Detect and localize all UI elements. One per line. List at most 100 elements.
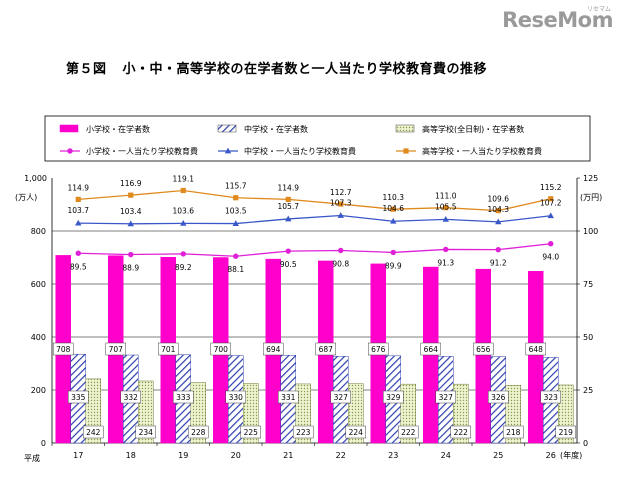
legend-label-high_students: 高等学校(全日制)・在学者数 [422,124,524,134]
line-label-high_cost: 110.3 [383,193,405,202]
right-axis-unit: (万円) [580,193,602,202]
legend-label-elementary_students: 小学校・在学者数 [86,124,150,134]
legend-label-high_cost: 高等学校・一人当たり学校教育費 [422,146,542,156]
point-elementary_cost [75,250,81,256]
line-label-junior_cost: 107.2 [540,199,562,208]
line-label-high_cost: 109.6 [488,195,510,204]
line-label-junior_cost: 104.3 [488,205,510,214]
line-label-junior_cost: 103.6 [173,206,195,215]
bar-value-high_students: 242 [86,428,101,437]
point-junior_cost [180,219,187,226]
line-label-elementary_cost: 90.5 [280,260,297,269]
point-junior_cost [127,220,134,227]
left-tick-label: 1,000 [24,174,47,183]
line-label-junior_cost: 103.7 [68,206,90,215]
right-tick-label: 75 [583,280,593,289]
line-label-high_cost: 114.9 [68,183,90,192]
bar-value-junior_students: 333 [176,393,191,402]
line-label-junior_cost: 103.5 [225,207,247,216]
x-tick-label: 20 [231,451,241,460]
bar-value-elementary_students: 656 [476,345,491,354]
bar-value-junior_students: 323 [544,393,559,402]
point-junior_cost [495,218,502,225]
line-elementary_cost [78,243,551,257]
bar-value-box [68,390,89,404]
bar-value-high_students: 222 [454,428,469,437]
x-tick-label: 26 [546,451,556,460]
bar-value-box [105,342,126,356]
point-elementary_cost [390,249,396,256]
x-unit-label: (年度) [560,450,582,460]
title-text: 小・中・高等学校の在学者数と一人当たり学校教育費の推移 [122,62,488,77]
point-elementary_cost [233,253,239,259]
resemom-logo: ReseMom [502,8,613,32]
point-elementary_cost [548,241,554,247]
x-tick-label: 23 [388,451,398,460]
legend-swatch-high_students [395,124,415,133]
bar-value-elementary_students: 648 [529,345,544,354]
left-tick-label: 800 [31,227,46,236]
bar-value-box [383,390,404,404]
line-label-junior_cost: 103.4 [120,207,142,216]
point-high_cost [548,196,554,202]
bar-value-box [210,342,231,356]
bar-value-box [368,342,389,356]
x-era-label: 平成 [24,453,40,463]
bar-value-box [225,390,246,404]
bar-value-elementary_students: 676 [371,345,386,354]
point-junior_cost [442,215,449,222]
bar-value-high_students: 222 [401,428,416,437]
point-elementary_cost [180,251,186,257]
point-junior_cost [547,212,554,219]
point-high_cost [233,195,239,201]
bar-value-elementary_students: 707 [109,345,124,354]
line-label-elementary_cost: 88.1 [227,265,244,274]
point-elementary_cost [128,251,134,258]
point-high_cost [390,206,396,212]
line-label-junior_cost: 105.7 [278,202,300,211]
bar-value-box [188,425,209,439]
point-high_cost [75,196,81,203]
point-elementary_cost [443,246,449,253]
bar-value-junior_students: 330 [229,393,244,402]
bar-value-box [488,390,509,404]
legend-swatch-junior_students [217,124,237,133]
bar-value-high_students: 234 [139,428,154,437]
line-label-elementary_cost: 89.2 [175,263,192,272]
line-label-elementary_cost: 91.2 [490,259,507,268]
line-high_cost [78,189,551,212]
bar-value-box [158,342,179,356]
bar-value-box [503,425,524,439]
line-label-high_cost: 115.7 [225,182,247,191]
legend-label-junior_cost: 中学校・一人当たり学校教育費 [244,146,356,156]
line-label-elementary_cost: 91.3 [437,258,454,267]
x-tick-label: 19 [178,451,188,460]
legend-marker-junior_cost [224,147,232,154]
left-tick-label: 0 [41,439,46,448]
bar-elementary_students [475,268,491,444]
legend-marker-high_cost [403,148,409,154]
bar-value-box [240,425,261,439]
bar-value-box [540,390,561,404]
bar-value-elementary_students: 700 [214,345,229,354]
bar-value-junior_students: 335 [71,393,86,402]
bar-value-elementary_students: 708 [56,345,71,354]
point-junior_cost [337,212,344,218]
legend-label-elementary_cost: 小学校・一人当たり学校教育費 [86,146,198,156]
bar-value-box [173,390,194,404]
x-tick-label: 21 [283,451,293,460]
bar-value-junior_students: 332 [124,393,139,402]
bar-value-box [345,425,366,439]
bar-value-elementary_students: 694 [266,345,281,354]
bar-value-high_students: 224 [349,428,364,437]
bar-value-box [555,425,576,439]
bar-elementary_students [528,271,544,444]
x-tick-label: 17 [73,451,83,460]
point-high_cost [443,205,449,211]
bar-value-box [398,425,419,439]
left-tick-label: 200 [31,386,46,395]
x-tick-label: 18 [126,451,136,460]
x-tick-label: 24 [441,451,451,460]
line-label-high_cost: 112.7 [330,188,352,197]
